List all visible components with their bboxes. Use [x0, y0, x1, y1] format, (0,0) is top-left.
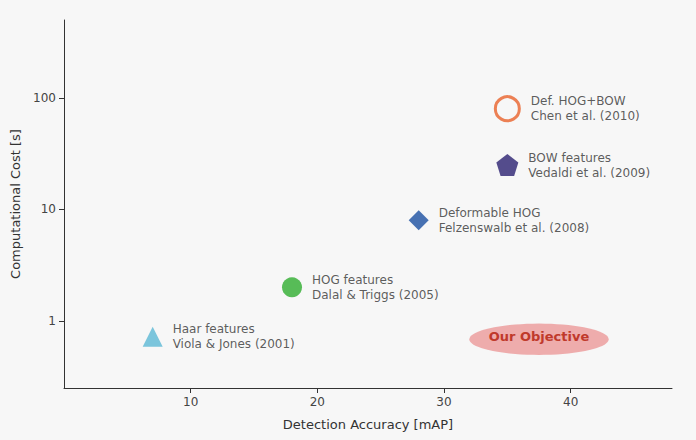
svg-text:Detection Accuracy [mAP]: Detection Accuracy [mAP] [283, 417, 453, 432]
svg-text:Felzenswalb et al. (2008): Felzenswalb et al. (2008) [439, 221, 590, 235]
svg-text:10: 10 [183, 395, 198, 409]
svg-text:Dalal & Triggs (2005): Dalal & Triggs (2005) [312, 288, 439, 302]
svg-text:Computational Cost [s]: Computational Cost [s] [8, 129, 23, 279]
svg-text:HOG features: HOG features [312, 273, 393, 287]
svg-text:20: 20 [310, 395, 325, 409]
svg-text:40: 40 [563, 395, 578, 409]
svg-text:Vedaldi et al. (2009): Vedaldi et al. (2009) [528, 166, 650, 180]
svg-text:Viola & Jones (2001): Viola & Jones (2001) [173, 337, 295, 351]
svg-text:Our Objective: Our Objective [489, 329, 590, 344]
svg-text:Deformable HOG: Deformable HOG [439, 206, 541, 220]
svg-text:Chen et al. (2010): Chen et al. (2010) [531, 109, 640, 123]
svg-text:1: 1 [48, 314, 56, 328]
svg-text:30: 30 [436, 395, 451, 409]
svg-text:10: 10 [41, 202, 56, 216]
svg-text:100: 100 [33, 91, 56, 105]
svg-text:BOW features: BOW features [528, 151, 611, 165]
svg-text:Def. HOG+BOW: Def. HOG+BOW [531, 94, 626, 108]
svg-text:Haar features: Haar features [173, 322, 255, 336]
